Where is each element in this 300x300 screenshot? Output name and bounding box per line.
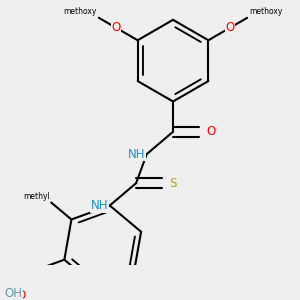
Text: methoxy: methoxy — [63, 7, 97, 16]
Text: O: O — [16, 290, 25, 300]
Text: methoxy: methoxy — [249, 7, 283, 16]
Text: O: O — [206, 125, 215, 138]
Text: methyl: methyl — [23, 192, 50, 201]
Text: O: O — [111, 21, 121, 34]
Text: OH: OH — [4, 287, 22, 300]
Text: NH: NH — [91, 199, 109, 212]
Text: S: S — [169, 177, 176, 190]
Text: NH: NH — [128, 148, 146, 161]
Text: O: O — [225, 21, 235, 34]
